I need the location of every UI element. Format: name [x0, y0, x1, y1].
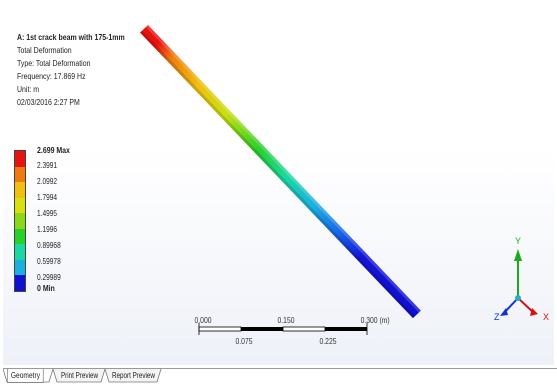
brand-version: R15.0 [522, 61, 546, 73]
legend-value: 1.4995 [37, 209, 58, 218]
z-axis-label: Z [494, 312, 500, 322]
legend-color-bar [14, 150, 26, 292]
legend-band [15, 182, 25, 198]
info-line: Frequency: 17.869 Hz [17, 71, 86, 81]
legend-band [15, 244, 25, 260]
legend-band [15, 275, 25, 291]
legend-band [15, 259, 25, 275]
graphics-viewport[interactable]: A: 1st crack beam with 175-1mm Total Def… [3, 3, 554, 365]
result-info: A: 1st crack beam with 175-1mm Total Def… [17, 31, 125, 109]
x-axis-label: X [543, 312, 550, 322]
legend-value: 2.3991 [37, 161, 58, 170]
legend-band [15, 213, 25, 229]
info-line: 02/03/2016 2:27 PM [17, 97, 80, 107]
legend-value: 2.0992 [37, 177, 58, 186]
legend-value: 1.7994 [37, 193, 58, 202]
legend-band [15, 197, 25, 213]
legend-min: 0 Min [37, 283, 55, 293]
scale-label: 0.225 [319, 337, 337, 346]
info-line: Type: Total Deformation [17, 58, 91, 68]
legend-value: 0.29989 [37, 273, 61, 282]
scale-label: 0.150 [277, 316, 295, 325]
y-axis-label: Y [515, 236, 522, 246]
legend-value: 0.59978 [37, 257, 61, 266]
legend-max: 2.699 Max [37, 145, 70, 155]
tab-geometry[interactable]: Geometry [7, 369, 44, 383]
legend-value: 1.1996 [37, 225, 58, 234]
scale-label: 0.000 [194, 316, 212, 325]
legend-band [15, 228, 25, 244]
legend-band [15, 151, 25, 167]
legend-value: 0.89968 [37, 241, 61, 250]
beam-model[interactable] [3, 3, 554, 365]
scale-label: 0.075 [235, 337, 253, 346]
tab-report-preview[interactable]: Report Preview [111, 370, 155, 380]
info-line: Total Deformation [17, 45, 72, 55]
ansys-logo: ANSYS R15.0 [478, 41, 546, 73]
result-title: A: 1st crack beam with 175-1mm [17, 32, 125, 42]
tab-print-preview[interactable]: Print Preview [60, 370, 99, 380]
view-tab-bar: Geometry Print Preview Report Preview [3, 368, 557, 384]
legend-band [15, 166, 25, 182]
info-line: Unit: m [17, 84, 40, 94]
scale-label: 0.300 (m) [360, 316, 390, 325]
brand-name: ANSYS [492, 41, 546, 62]
